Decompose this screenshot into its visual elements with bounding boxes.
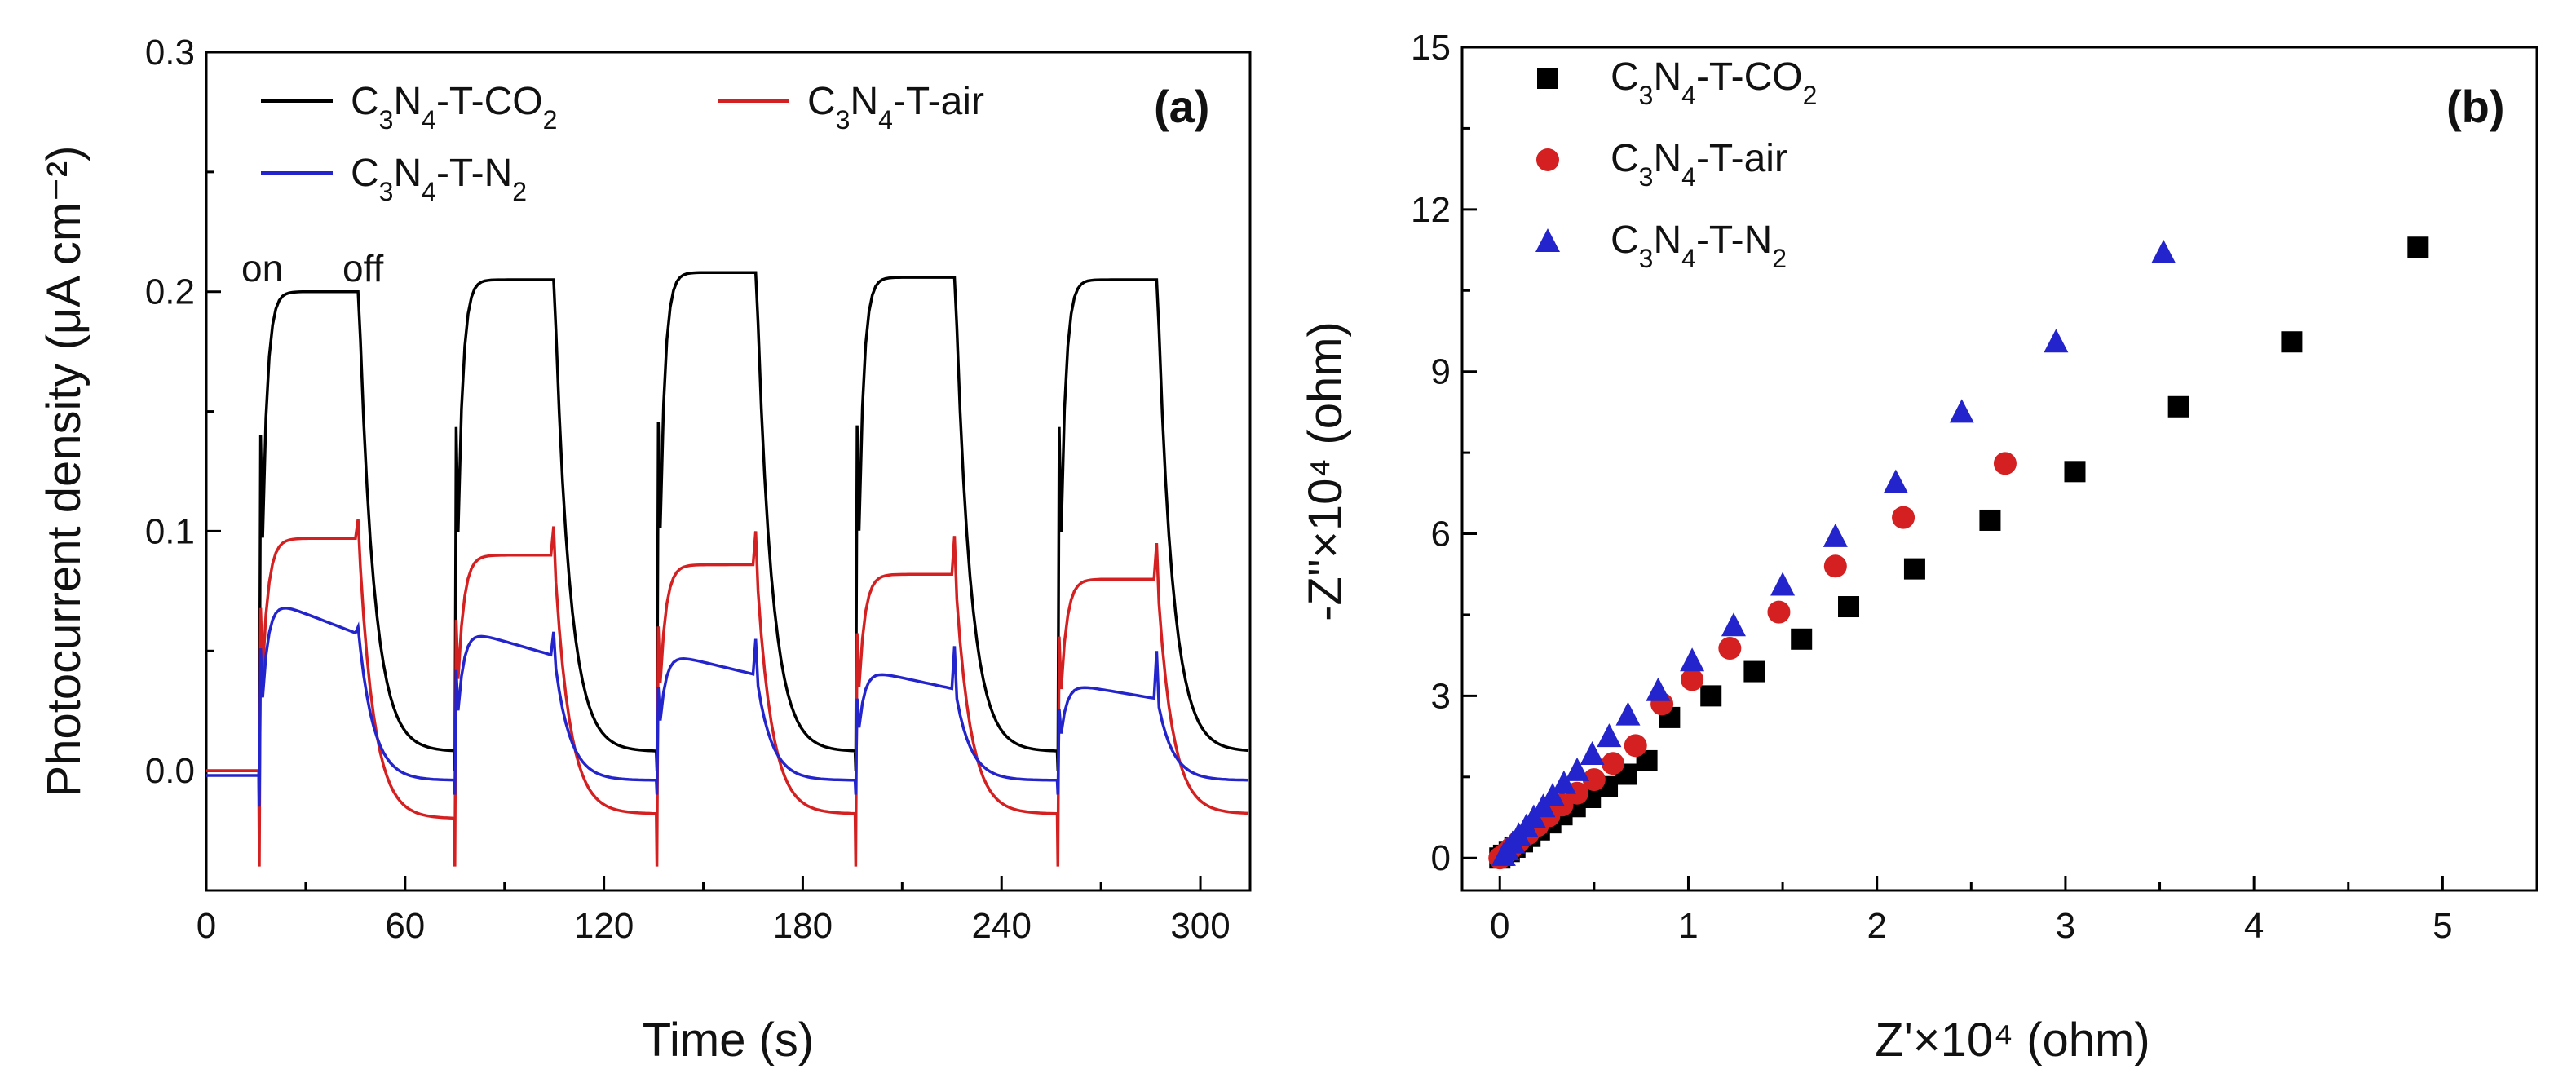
legend-label-0: C3N4-T-CO2 [351, 80, 557, 135]
data-point-1 [1681, 668, 1704, 691]
panel-a-label: (a) [1154, 81, 1209, 132]
panel-b-x-tick-label: 5 [2432, 906, 2452, 946]
panel-a-legend: C3N4-T-CO2 C3N4-T-air C3N4-T-N2 [261, 80, 984, 206]
legend-label-b-0: C3N4-T-CO2 [1611, 55, 1817, 110]
data-point-2 [1949, 399, 1974, 423]
data-point-2 [2044, 329, 2069, 353]
panel-b-x-tick-label: 3 [2056, 906, 2075, 946]
panel-b-plot-frame [1460, 46, 2538, 892]
panel-b-y-tick-label: 0 [1431, 838, 1451, 878]
panel-b-y-tick-label: 6 [1431, 515, 1451, 554]
panel-b-series-group [1488, 236, 2429, 870]
series-line-1 [206, 519, 1249, 867]
data-point-0 [2407, 236, 2429, 258]
panel-a-x-tick-label: 60 [385, 906, 425, 946]
data-point-0 [1743, 660, 1765, 683]
panel-a-y-tick-label: 0.3 [145, 33, 195, 73]
data-point-2 [1883, 469, 1908, 493]
legend-label-2: C3N4-T-N2 [351, 152, 527, 206]
data-point-2 [1615, 701, 1641, 726]
data-point-2 [1770, 572, 1796, 596]
panel-b-x-tick-label: 2 [1867, 906, 1886, 946]
legend-label-b-1: C3N4-T-air [1611, 137, 1787, 192]
panel-a-series-group [206, 271, 1249, 867]
panel-a-ticks: 0 60 120 180 240 300 0.0 0.1 0.2 0.3 [145, 33, 1231, 946]
panel-a-y-axis-title: Photocurrent density (μA cm⁻²) [38, 146, 91, 797]
data-point-1 [1718, 637, 1742, 660]
panel-b-y-tick-label: 9 [1431, 352, 1451, 392]
panel-a-x-axis-title: Time (s) [643, 1014, 814, 1067]
data-point-0 [1838, 596, 1860, 618]
panel-a-plot-frame [205, 51, 1252, 892]
data-point-2 [1580, 740, 1605, 765]
panel-b-x-tick-label: 0 [1490, 906, 1509, 946]
data-point-2 [1597, 723, 1622, 748]
data-point-1 [1767, 600, 1791, 624]
panel-a-x-tick-label: 0 [197, 906, 216, 946]
legend-label-1: C3N4-T-air [807, 80, 984, 135]
data-point-0 [2167, 395, 2189, 418]
data-point-0 [2281, 331, 2303, 353]
legend-marker-2 [1535, 228, 1560, 252]
data-point-0 [1791, 628, 1813, 650]
data-point-2 [1551, 770, 1576, 794]
data-point-2 [1823, 523, 1848, 547]
panel-b-y-tick-label: 12 [1411, 190, 1451, 230]
data-point-1 [1624, 734, 1647, 758]
panel-b-label: (b) [2446, 81, 2505, 132]
data-point-2 [1721, 612, 1746, 637]
panel-b-y-axis-title: -Z''×10⁴ (ohm) [1299, 321, 1352, 621]
panel-b-x-tick-label: 4 [2244, 906, 2264, 946]
legend-marker-1 [1536, 148, 1559, 171]
data-point-0 [2064, 461, 2086, 483]
data-point-1 [1892, 506, 1915, 529]
panel-b-y-tick-label: 3 [1431, 676, 1451, 716]
annotation-off: off [342, 247, 384, 289]
data-point-1 [1582, 768, 1606, 792]
panel-a-x-tick-label: 180 [773, 906, 833, 946]
legend-label-b-2: C3N4-T-N2 [1611, 219, 1787, 273]
data-point-2 [1540, 783, 1565, 807]
panel-a-x-tick-label: 240 [972, 906, 1032, 946]
data-point-0 [1979, 509, 2001, 531]
data-point-2 [1565, 757, 1590, 781]
data-point-2 [1680, 647, 1705, 672]
series-line-2 [206, 607, 1249, 807]
panel-a-x-tick-label: 120 [574, 906, 634, 946]
panel-a-y-tick-label: 0.2 [145, 272, 195, 312]
panel-b-legend: C3N4-T-CO2 C3N4-T-air C3N4-T-N2 [1535, 55, 1817, 273]
panel-a-y-tick-label: 0.0 [145, 751, 195, 791]
data-point-1 [1823, 554, 1847, 578]
data-point-0 [1903, 558, 1925, 580]
legend-marker-0 [1537, 68, 1558, 89]
data-point-1 [1601, 752, 1624, 775]
data-point-2 [2151, 239, 2176, 263]
panel-b-x-tick-label: 1 [1678, 906, 1698, 946]
data-point-2 [1646, 677, 1671, 701]
annotation-on: on [241, 247, 283, 289]
data-point-0 [1700, 685, 1722, 707]
panel-b-y-tick-label: 15 [1411, 28, 1451, 68]
data-point-1 [1993, 452, 2017, 475]
panel-a-y-tick-label: 0.1 [145, 511, 195, 551]
panel-a-x-tick-label: 300 [1170, 906, 1230, 946]
panel-b-x-axis-title: Z'×10⁴ (ohm) [1875, 1014, 2150, 1067]
series-line-0 [206, 271, 1249, 772]
